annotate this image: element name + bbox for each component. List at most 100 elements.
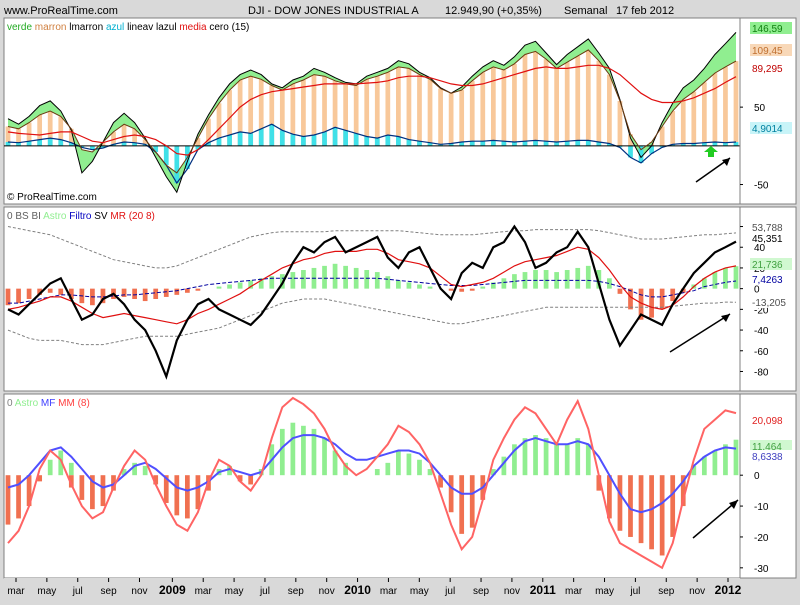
- legend-entry: verde: [7, 22, 35, 33]
- last-value-label: 8,6338: [752, 452, 783, 463]
- x-tick-label: jul: [72, 586, 83, 597]
- legend-entry: lineav: [127, 22, 156, 33]
- astro-bar: [364, 270, 370, 289]
- astro-bar: [543, 438, 549, 476]
- astro-bar: [628, 288, 633, 310]
- astro-bar: [501, 278, 507, 289]
- azul-bar: [585, 140, 591, 146]
- panel-legend: 0 Astro MF MM (8): [7, 398, 90, 409]
- astro-bar: [290, 422, 296, 476]
- negative-bar: [237, 475, 243, 482]
- astro-bar: [374, 469, 380, 476]
- marron-bar: [733, 61, 739, 146]
- azul-bar: [100, 145, 106, 149]
- astro-bar: [733, 266, 739, 289]
- astro-bar: [564, 444, 570, 476]
- marron-bar: [427, 79, 433, 146]
- last-value-badge: [750, 273, 792, 285]
- azul-bar: [417, 141, 422, 146]
- astro-bar: [448, 288, 454, 291]
- astro-bar: [554, 272, 560, 289]
- astro-bar: [332, 263, 338, 289]
- marron-bar: [248, 76, 254, 146]
- mf-line: [7, 434, 737, 514]
- astro-bar: [585, 265, 591, 289]
- marron-bar: [554, 68, 560, 146]
- y-tick-label: -80: [754, 367, 769, 378]
- instrument-title: DJI - DOW JONES INDUSTRIAL A: [248, 5, 419, 17]
- negative-bar: [163, 475, 169, 503]
- marron-bar: [417, 74, 422, 146]
- plot-content: [5, 224, 739, 380]
- astro-bar: [153, 288, 159, 299]
- astro-bar: [163, 288, 169, 297]
- y-tick-label: -20: [754, 533, 769, 544]
- site-url[interactable]: www.ProRealTime.com: [3, 5, 118, 17]
- legend-entry: media: [179, 22, 209, 33]
- legend-entry: MM (8): [58, 398, 90, 409]
- x-tick-label: 2011: [530, 583, 556, 597]
- marron-bar: [216, 103, 222, 146]
- x-tick-label: may: [37, 586, 56, 597]
- last-value-badge: [750, 232, 792, 244]
- azul-bar: [628, 145, 633, 158]
- azul-bar: [680, 143, 686, 146]
- negative-bar: [670, 475, 676, 537]
- azul-bar: [163, 145, 169, 166]
- marron-bar: [111, 131, 116, 146]
- marron-bar: [575, 56, 581, 146]
- azul-bar: [701, 142, 707, 146]
- azul-bar: [258, 128, 264, 146]
- astro-bar: [396, 450, 401, 476]
- astro-bar: [617, 288, 623, 294]
- x-tick-label: sep: [101, 586, 118, 597]
- x-tick-label: 2012: [715, 583, 742, 597]
- astro-bar: [638, 288, 644, 320]
- azul-bar: [343, 130, 348, 146]
- astro-bar: [427, 469, 433, 476]
- trend-arrow-head: [721, 314, 730, 322]
- astro-bar: [237, 282, 243, 289]
- negative-bar: [448, 475, 454, 513]
- y-tick-label: -40: [754, 326, 769, 337]
- marron-bar: [385, 72, 391, 146]
- azul-bar: [68, 142, 74, 146]
- astro-bar: [100, 288, 106, 304]
- x-axis: mar may jul sep nov 2009 mar may jul sep nov 2010 ma…: [4, 578, 742, 598]
- x-tick-label: mar: [195, 586, 213, 597]
- negative-bar: [37, 475, 43, 482]
- marron-bar: [58, 116, 64, 146]
- astro-bar: [480, 286, 486, 289]
- astro-bar: [385, 276, 391, 289]
- marron-bar: [596, 60, 602, 146]
- astro-bar: [459, 288, 465, 292]
- verde-line: [7, 32, 737, 194]
- marron-bar: [37, 114, 43, 146]
- azul-bar: [385, 134, 391, 146]
- y-tick-label: -50: [754, 181, 769, 192]
- astro-bar: [248, 280, 254, 289]
- astro-bar: [227, 284, 232, 289]
- azul-bar: [723, 142, 728, 146]
- azul-bar: [237, 131, 243, 146]
- legend-entry: cero (15): [209, 22, 249, 33]
- x-tick-label: sep: [473, 586, 490, 597]
- azul-bar: [670, 144, 676, 146]
- marron-bar: [396, 66, 401, 146]
- last-value-label: 109,45: [752, 46, 783, 57]
- marron-bar: [607, 74, 612, 146]
- last-value-label: 146,59: [752, 24, 783, 35]
- marron-bar: [311, 74, 317, 146]
- last-value-label: 7,4263: [752, 275, 783, 286]
- azul-bar: [111, 144, 116, 146]
- last-value-badge: [750, 450, 792, 462]
- azul-bar: [712, 141, 718, 146]
- negative-bar: [5, 475, 11, 525]
- last-value-badge: [750, 440, 792, 452]
- astro-bar: [490, 469, 496, 476]
- plot-content: [4, 32, 740, 194]
- indicator-panel-3: 0 Astro MF MM (8) 0 -10 -20 -30 20,098 11,464…: [3, 393, 797, 579]
- astro-bar: [427, 286, 433, 289]
- marron-bar: [290, 83, 296, 146]
